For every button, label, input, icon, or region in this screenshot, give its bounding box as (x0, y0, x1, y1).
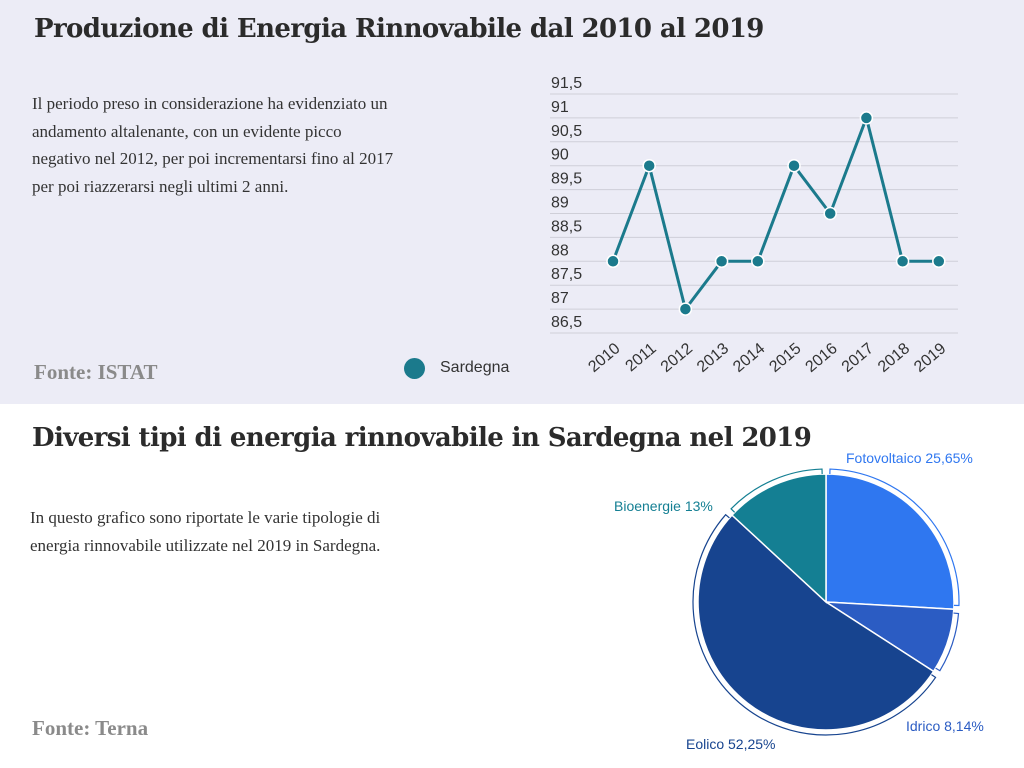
slice-label: Fotovoltaico 25,65% (846, 450, 973, 466)
y-tick-label: 89,5 (551, 171, 582, 188)
line-chart-title: Produzione di Energia Rinnovabile dal 20… (34, 14, 764, 44)
slice-bracket (829, 468, 960, 607)
x-tick-label: 2017 (839, 340, 877, 376)
line-chart-source: Fonte: ISTAT (34, 360, 158, 384)
data-point (678, 302, 693, 316)
data-point (787, 158, 801, 173)
legend-marker (404, 357, 425, 379)
series-line-sardegna (611, 116, 939, 311)
pie-slice (697, 514, 935, 731)
x-tick-label: 2013 (694, 340, 732, 376)
x-tick-label: 2015 (766, 340, 804, 376)
data-point (714, 254, 729, 269)
y-tick-label: 86,5 (551, 314, 582, 331)
data-point (895, 254, 910, 269)
data-point (932, 254, 946, 269)
slice-label: Eolico 52,25% (686, 736, 776, 752)
y-tick-label: 91 (551, 99, 569, 116)
legend-label-sardegna: Sardegna (440, 359, 510, 376)
line-chart: 91,59190,59089,58988,58887,58786,5201020… (550, 75, 958, 376)
y-tick-label: 89 (551, 195, 569, 212)
x-tick-label: 2011 (622, 340, 659, 375)
pie-slice (825, 473, 955, 611)
pie-chart-description: In questo grafico sono riportate le vari… (30, 508, 381, 555)
pie-chart-title: Diversi tipi di energia rinnovabile in S… (32, 423, 812, 453)
slice-bracket (935, 612, 960, 672)
slice-bracket (730, 468, 823, 513)
y-tick-label: 90,5 (551, 123, 582, 140)
y-tick-label: 87,5 (551, 266, 582, 283)
pie-chart-source: Fonte: Terna (32, 716, 149, 740)
data-point (859, 111, 874, 125)
data-point (642, 158, 656, 173)
top-panel (0, 0, 1024, 404)
x-tick-label: 2012 (658, 340, 696, 376)
x-tick-label: 2018 (875, 340, 913, 376)
y-tick-label: 90 (551, 147, 569, 164)
data-point (823, 206, 837, 221)
y-tick-label: 87 (551, 290, 569, 307)
slice-label: Idrico 8,14% (906, 718, 984, 734)
y-tick-label: 91,5 (551, 75, 582, 92)
x-tick-label: 2014 (730, 340, 768, 376)
data-point (606, 254, 620, 269)
x-tick-label: 2019 (911, 340, 949, 376)
y-tick-label: 88 (551, 242, 569, 259)
data-point (751, 254, 765, 269)
pie-chart: Fotovoltaico 25,65% Idrico 8,14% Eolico 52… (614, 450, 984, 752)
chart-legend: Sardegna (404, 356, 509, 380)
x-tick-label: 2010 (585, 340, 623, 376)
slice-bracket (692, 513, 937, 736)
pie-slice (730, 473, 827, 604)
line-chart-description: Il periodo preso in considerazione ha ev… (32, 94, 394, 196)
y-tick-label: 88,5 (551, 218, 582, 235)
x-tick-label: 2016 (803, 340, 841, 376)
slice-label: Bioenergie 13% (614, 498, 713, 514)
